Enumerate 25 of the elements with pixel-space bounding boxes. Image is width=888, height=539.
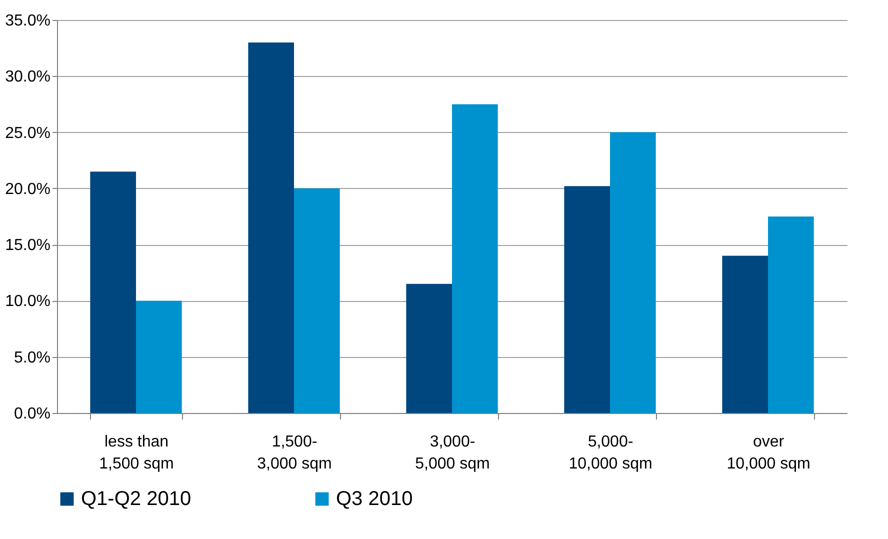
y-tick-label: 5.0% xyxy=(14,349,50,366)
bar xyxy=(610,132,656,413)
x-tick-label: over 10,000 sqm xyxy=(726,434,810,472)
x-tick-label: less than 1,500 sqm xyxy=(99,434,174,472)
y-tick-label: 0.0% xyxy=(14,406,50,422)
y-tick-label: 35.0% xyxy=(5,12,50,30)
y-tick-label: 10.0% xyxy=(5,293,50,310)
bar xyxy=(564,186,610,413)
bar xyxy=(90,172,136,413)
y-tick-label: 30.0% xyxy=(5,68,50,86)
y-tick-label: 20.0% xyxy=(5,180,50,198)
bar xyxy=(768,216,814,413)
x-tick-label: 3,000- 5,000 sqm xyxy=(415,434,490,472)
x-tick-label: 1,500- 3,000 sqm xyxy=(257,434,332,472)
bar xyxy=(294,188,340,413)
y-tick-label: 15.0% xyxy=(5,237,50,254)
legend-label: Q1-Q2 2010 xyxy=(81,488,192,510)
bar xyxy=(406,284,452,413)
bar xyxy=(452,104,498,413)
bar xyxy=(722,256,768,413)
bar xyxy=(136,300,182,413)
bar xyxy=(248,42,294,413)
legend-label: Q3 2010 xyxy=(336,488,413,510)
y-tick-label: 25.0% xyxy=(5,124,50,142)
x-tick-label: 5,000- 10,000 sqm xyxy=(568,434,652,472)
